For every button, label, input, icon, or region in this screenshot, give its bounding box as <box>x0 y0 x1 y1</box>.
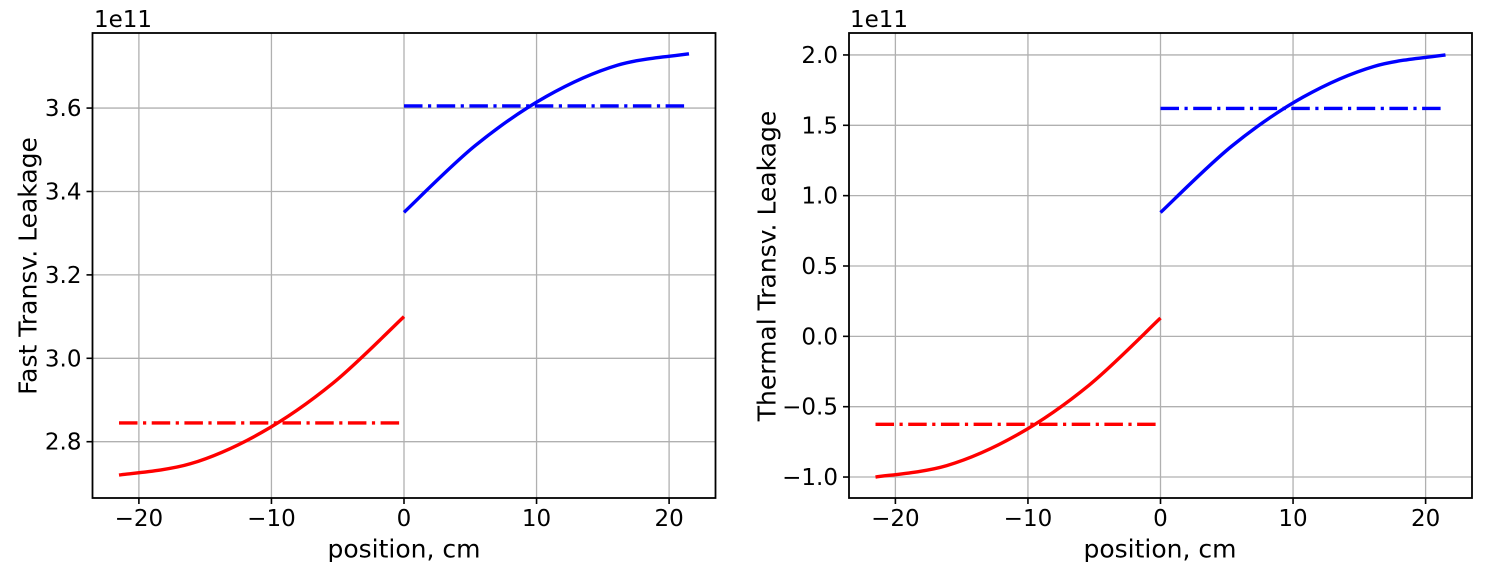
x-tick-label: 0 <box>1153 506 1168 532</box>
y-axis-label-left: Fast Transv. Leakage <box>13 137 43 395</box>
fast-left-region-curve <box>118 315 406 477</box>
x-tick-label: 10 <box>1278 506 1307 532</box>
x-tick-label: −20 <box>871 506 920 532</box>
y-tick-label: 0.0 <box>801 324 838 350</box>
y-tick-label: 3.6 <box>45 96 82 122</box>
x-tick-label: −10 <box>247 506 296 532</box>
x-tick-label: 20 <box>1411 506 1440 532</box>
y-tick-label: 3.4 <box>45 180 82 206</box>
y-axis-label-right: Thermal Transv. Leakage <box>752 110 782 422</box>
x-tick-label: −20 <box>115 506 164 532</box>
x-axis-label-left: position, cm <box>327 534 481 562</box>
y-tick-label: 3.2 <box>45 263 82 289</box>
y-offset-text-left: 1e11 <box>94 7 153 33</box>
y-tick-label: 2.0 <box>801 43 838 69</box>
x-tick-label: −10 <box>1004 506 1053 532</box>
x-tick-label: 0 <box>397 506 412 532</box>
y-tick-label: 1.5 <box>801 113 838 139</box>
y-tick-label: 0.5 <box>801 254 838 280</box>
y-tick-label: −0.5 <box>782 395 838 421</box>
x-axis-label-right: position, cm <box>1083 534 1237 562</box>
y-offset-text-right: 1e11 <box>850 7 909 33</box>
y-tick-label: −1.0 <box>782 465 838 491</box>
y-tick-label: 2.8 <box>45 430 82 456</box>
y-tick-label: 1.0 <box>801 184 838 210</box>
x-tick-label: 20 <box>654 506 683 532</box>
subplot-thermal: −20 −10 0 10 20 −1.0 −0.5 0.0 0.5 1.0 1.5 2.0 <box>782 32 1473 532</box>
fast-right-region-curve <box>402 52 690 214</box>
thermal-right-region-curve <box>1159 53 1446 214</box>
subplot-fast: −20 −10 0 10 20 2.8 3.0 3.2 3.4 3.6 <box>45 32 717 532</box>
x-tick-label: 10 <box>522 506 551 532</box>
y-tick-label: 3.0 <box>45 346 82 372</box>
thermal-left-region-curve <box>875 316 1162 479</box>
